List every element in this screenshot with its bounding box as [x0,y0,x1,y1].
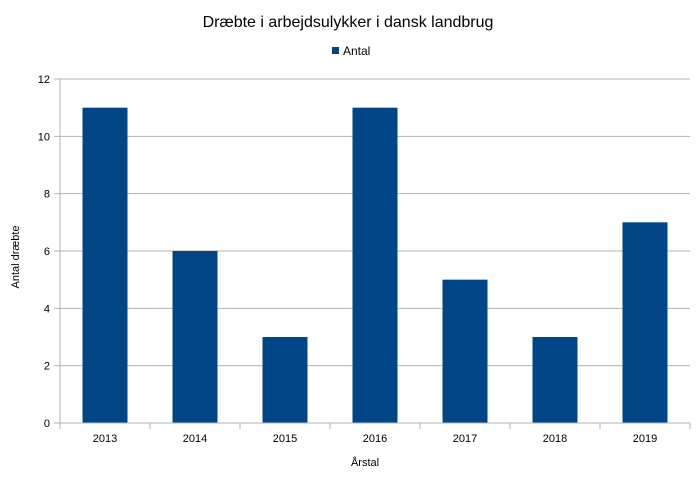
bar [352,107,398,424]
legend-label: Antal [343,44,370,58]
bar [532,337,578,423]
x-tick-label: 2017 [453,433,477,445]
y-tick-label: 8 [44,189,50,201]
bar [82,107,128,424]
chart-title: Dræbte i arbejdsulykker i dansk landbrug [203,14,494,31]
y-tick-label: 0 [44,418,50,430]
bar [442,279,488,423]
y-axis-title: Antal dræbte [10,226,22,289]
legend: Antal [332,44,370,58]
bars [82,107,668,424]
bar [262,337,308,423]
y-tick-label: 12 [38,74,50,86]
axes [59,79,691,429]
bar [622,222,668,423]
y-tick-labels: 0 2 4 6 8 10 12 [38,74,50,430]
x-tick-label: 2013 [93,433,117,445]
y-tick-label: 10 [38,131,50,143]
x-tick-label: 2018 [543,433,567,445]
bar [172,251,218,423]
x-tick-label: 2019 [633,433,657,445]
x-tick-label: 2014 [183,433,207,445]
y-tick-label: 6 [44,246,50,258]
x-tick-label: 2015 [273,433,297,445]
x-tick-label: 2016 [363,433,387,445]
y-tick-label: 2 [44,361,50,373]
x-tick-labels: 2013 2014 2015 2016 2017 2018 2019 [93,433,657,445]
y-tick-label: 4 [44,303,50,315]
legend-swatch [332,47,339,54]
x-axis-title: Årstal [351,456,379,469]
